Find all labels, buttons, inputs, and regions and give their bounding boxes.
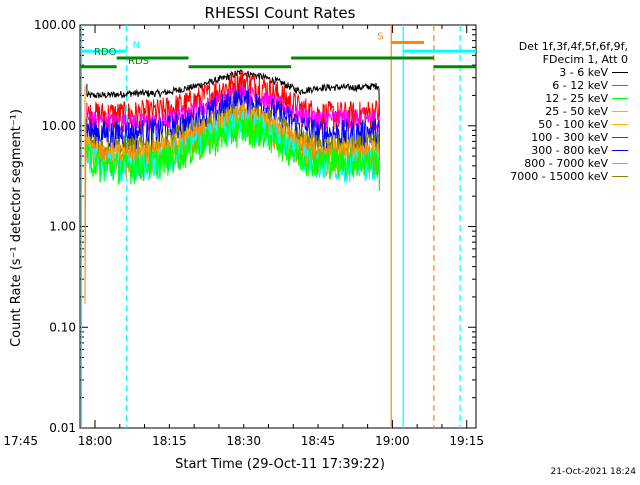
x-tick-label: 17:45 — [3, 434, 38, 448]
legend-entry: 300 - 800 keV — [480, 144, 630, 157]
legend-entry: 50 - 100 keV — [480, 118, 630, 131]
legend-entry: 100 - 300 keV — [480, 131, 630, 144]
flag-label-rdo: RDO — [94, 47, 117, 58]
legend-entry: 7000 - 15000 keV — [480, 170, 630, 183]
flag-label-rds: RDS — [128, 56, 149, 67]
legend-entry: 25 - 50 keV — [480, 105, 630, 118]
legend-swatch — [612, 150, 628, 151]
flag-bars: N RDO RDS S — [80, 32, 476, 69]
x-tick-label: 18:15 — [152, 434, 187, 448]
y-tick-label: 0.01 — [49, 421, 76, 435]
legend-label: 25 - 50 keV — [545, 105, 608, 118]
time-markers — [80, 25, 461, 428]
x-axis-title: Start Time (29-Oct-11 17:39:22) — [175, 457, 385, 472]
legend-entries: 3 - 6 keV 6 - 12 keV 12 - 25 keV 25 - 50 ke… — [480, 66, 630, 183]
legend-label: 12 - 25 keV — [545, 92, 608, 105]
legend-swatch — [612, 176, 628, 177]
y-tick-label: 100.00 — [34, 18, 76, 32]
legend-entry: 6 - 12 keV — [480, 79, 630, 92]
legend-swatch — [612, 137, 628, 138]
legend-swatch — [612, 72, 628, 73]
series-dip-line — [84, 85, 87, 305]
legend: Det 1f,3f,4f,5f,6f,9f, FDecim 1, Att 0 3… — [480, 40, 630, 183]
plot-frame — [79, 24, 477, 429]
legend-label: 50 - 100 keV — [538, 118, 608, 131]
legend-label: 100 - 300 keV — [531, 131, 608, 144]
legend-entry: 3 - 6 keV — [480, 66, 630, 79]
legend-label: 800 - 7000 keV — [524, 157, 608, 170]
timestamp: 21-Oct-2021 18:24 — [550, 467, 636, 477]
series-line — [86, 69, 380, 117]
x-tick-label: 19:00 — [375, 434, 410, 448]
series-layer — [84, 69, 380, 305]
flag-label-n: N — [133, 40, 140, 51]
x-tick-label: 18:45 — [301, 434, 336, 448]
legend-label: 3 - 6 keV — [559, 66, 608, 79]
legend-entry: 12 - 25 keV — [480, 92, 630, 105]
x-tick-label: 18:30 — [226, 434, 261, 448]
x-tick-label: 18:00 — [78, 434, 113, 448]
legend-label: 300 - 800 keV — [531, 144, 608, 157]
legend-header-2: FDecim 1, Att 0 — [542, 53, 628, 66]
legend-swatch — [612, 163, 628, 164]
series-line — [86, 88, 380, 161]
legend-swatch — [612, 98, 628, 99]
y-tick-label: 10.00 — [42, 119, 76, 133]
legend-label: 7000 - 15000 keV — [510, 170, 608, 183]
chart-title: RHESSI Count Rates — [205, 4, 356, 22]
flag-label-s: S — [377, 32, 383, 43]
legend-swatch — [612, 85, 628, 86]
y-tick-label: 0.10 — [49, 320, 76, 334]
legend-swatch — [612, 111, 628, 112]
legend-swatch — [612, 124, 628, 125]
axes: 0.01 0.10 1.00 10.00 100.00 17:45 18:00 18:15 18… — [3, 18, 484, 448]
legend-header-1: Det 1f,3f,4f,5f,6f,9f, — [518, 40, 628, 53]
y-tick-label: 1.00 — [49, 220, 76, 234]
x-tick-label: 19:15 — [449, 434, 484, 448]
legend-label: 6 - 12 keV — [552, 79, 608, 92]
y-axis-title: Count Rate (s⁻¹ detector segment⁻¹) — [9, 109, 24, 347]
series-line — [86, 84, 380, 149]
legend-entry: 800 - 7000 keV — [480, 157, 630, 170]
series-line — [86, 116, 380, 192]
